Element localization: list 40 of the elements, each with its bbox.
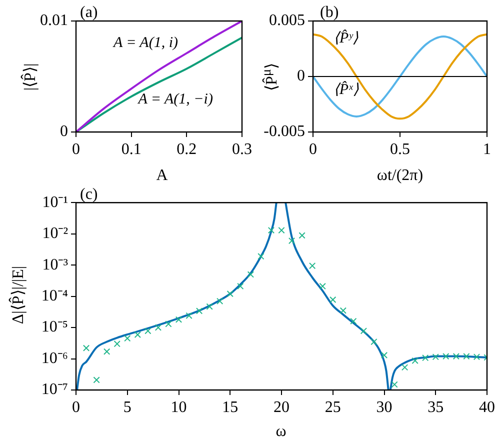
x-tick-label: 0 — [72, 398, 80, 416]
y-tick-label: 10⁻³ — [42, 256, 68, 274]
series-label: A = A(1, −i) — [137, 92, 213, 108]
x-axis-title: ωt/(2π) — [376, 167, 424, 185]
x-tick-label: 25 — [324, 398, 341, 416]
series-label: A = A(1, i) — [112, 35, 178, 52]
x-tick-label: 5 — [123, 398, 132, 416]
y-tick-label: 10⁻⁵ — [41, 318, 68, 336]
x-tick-label: 0.2 — [176, 140, 197, 158]
x-axis-title: ω — [276, 423, 286, 441]
y-tick-label: 10⁻⁴ — [41, 288, 68, 305]
chart-title: (a) — [80, 4, 98, 22]
y-tick-label: 0.01 — [40, 12, 68, 30]
x-tick-label: 30 — [376, 398, 392, 416]
y-tick-label: 10⁻⁶ — [41, 350, 68, 367]
x-tick-label: 0.3 — [232, 140, 252, 158]
x-tick-label: 35 — [428, 398, 444, 416]
y-tick-label: 10⁻¹ — [42, 194, 68, 211]
x-tick-label: 0 — [72, 140, 80, 158]
y-tick-label: -0.005 — [264, 123, 305, 140]
chart-title: (c) — [80, 186, 98, 204]
y-tick-label: 0 — [60, 123, 68, 140]
y-tick-label: 10⁻² — [42, 225, 68, 242]
chart-title: (b) — [320, 4, 339, 22]
x-tick-label: 1 — [483, 140, 491, 158]
y-tick-label: 0 — [297, 68, 305, 85]
y-tick-label: 10⁻⁷ — [41, 381, 68, 398]
x-tick-label: 20 — [274, 398, 290, 416]
x-tick-label: 15 — [222, 398, 238, 416]
x-tick-label: 10 — [170, 398, 187, 416]
series-label: ⟨P̂ʸ⟩ — [334, 29, 359, 47]
x-tick-label: 0.5 — [390, 140, 410, 158]
x-axis-title: A — [156, 167, 168, 185]
x-tick-label: 40 — [479, 398, 495, 416]
y-axis-title: |⟨P̂⟩| — [20, 63, 40, 91]
y-axis-title: Δ|⟨P̂⟩|/|E| — [8, 266, 28, 324]
x-tick-label: 0.1 — [121, 140, 142, 158]
x-tick-label: 0 — [309, 140, 317, 158]
series-label: ⟨P̂ˣ⟩ — [333, 80, 359, 98]
y-tick-label: 0.005 — [269, 12, 305, 30]
